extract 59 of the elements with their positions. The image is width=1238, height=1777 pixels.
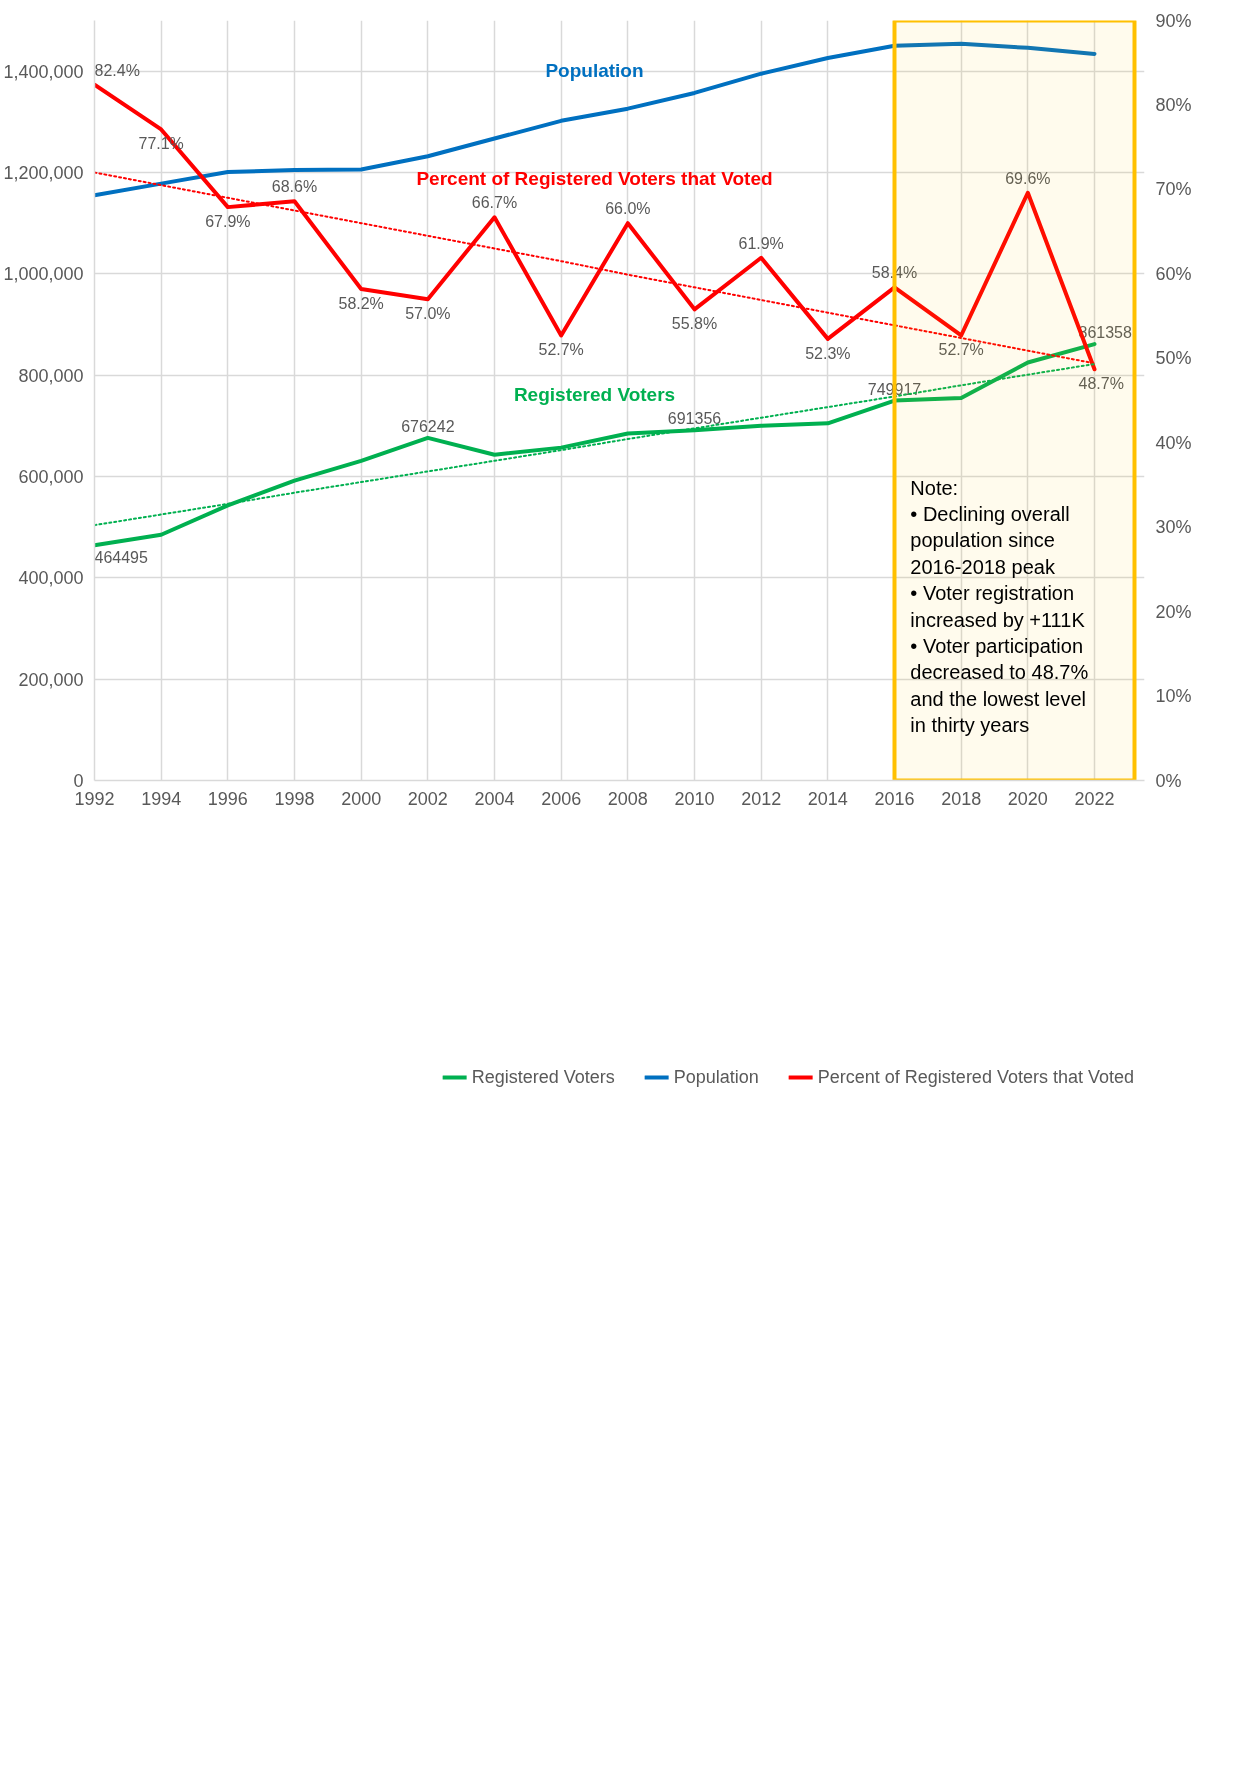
y2-tick-label: 80%	[1155, 94, 1192, 115]
x-tick-label: 2002	[407, 788, 448, 809]
data-label: 52.7%	[938, 341, 984, 359]
x-tick-label: 2022	[1074, 788, 1115, 809]
x-tick-label: 2004	[474, 788, 515, 809]
y2-tick-label: 30%	[1155, 517, 1192, 538]
y-tick-label: 200,000	[18, 669, 84, 690]
data-label: 52.3%	[805, 344, 851, 362]
y-tick-label: 1,200,000	[3, 163, 84, 183]
data-label: 82.4%	[94, 61, 140, 79]
text: Registered Voters	[513, 384, 676, 406]
x-tick-label: 2016	[874, 788, 915, 809]
data-label: 61.9%	[738, 234, 784, 252]
text: Note: • Declining overall population since 2016-2018 peak • Voter registration increased by +111K • Voter participation decreased to 48.7% and the lowest level in thirty years	[910, 476, 1089, 737]
y2-tick-label: 60%	[1155, 263, 1192, 284]
y-tick-label: 1,000,000	[3, 264, 84, 285]
data-label: 68.6%	[271, 178, 318, 196]
x-tick-label: 2008	[607, 788, 648, 809]
y2-tick-label: 90%	[1155, 10, 1192, 31]
y2-tick-label: 10%	[1155, 686, 1192, 707]
x-tick-label: 2000	[341, 788, 382, 809]
x-tick-label: 2018	[941, 788, 982, 809]
y2-tick-label: 50%	[1155, 348, 1192, 369]
data-label: 66.7%	[471, 194, 518, 212]
data-label: 69.6%	[1005, 169, 1051, 187]
data-label: 48.7%	[1078, 375, 1124, 393]
data-label: 67.9%	[205, 213, 251, 231]
legend-label: Registered Voters	[471, 1066, 615, 1088]
text: Population	[545, 59, 644, 81]
legend-label: Percent of Registered Voters that Voted	[817, 1066, 1134, 1088]
data-label: 52.7%	[538, 341, 584, 359]
y-tick-label: 1,400,000	[3, 61, 84, 82]
data-label: 691356	[667, 410, 722, 428]
data-label: 58.2%	[338, 295, 384, 313]
y-tick-label: 400,000	[18, 568, 84, 589]
x-tick-label: 2020	[1007, 788, 1048, 809]
y2-tick-label: 20%	[1155, 601, 1192, 622]
x-tick-label: 1992	[74, 788, 115, 809]
y-tick-label: 0	[73, 771, 84, 791]
line-series	[94, 41, 1097, 198]
data-label: 55.8%	[671, 315, 718, 333]
data-label: 66.0%	[605, 200, 651, 218]
x-tick-label: 2010	[674, 788, 715, 809]
data-label: 676242	[401, 417, 455, 435]
text: Percent of Registered Voters that Voted	[416, 168, 773, 190]
x-tick-label: 2012	[741, 788, 782, 809]
x-tick-label: 1996	[207, 788, 248, 809]
y2-tick-label: 40%	[1155, 432, 1192, 453]
x-tick-label: 2006	[541, 788, 582, 809]
legend-label: Population	[673, 1066, 759, 1088]
y2-tick-label: 70%	[1155, 179, 1192, 200]
data-label: 464495	[94, 549, 148, 567]
y-tick-label: 800,000	[18, 365, 84, 386]
y2-tick-label: 0%	[1155, 770, 1182, 791]
x-tick-label: 1998	[274, 788, 315, 809]
x-tick-label: 1994	[141, 788, 182, 809]
x-tick-label: 2014	[807, 788, 848, 809]
data-label: 57.0%	[405, 305, 451, 323]
y-tick-label: 600,000	[18, 467, 84, 487]
